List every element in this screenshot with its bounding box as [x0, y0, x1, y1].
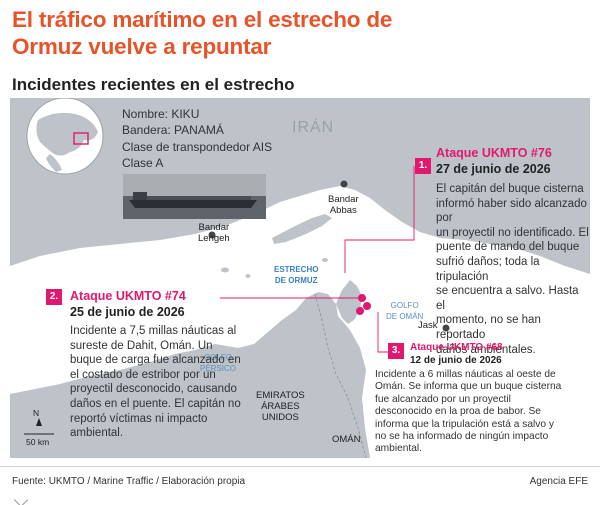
map: Nombre: KIKU Bandera: PANAMÁ Clase de tr…: [10, 98, 590, 458]
north-label: N: [33, 408, 40, 418]
globe-land: [36, 112, 98, 156]
label-gulf-of-oman: GOLFO DE OMÁN: [386, 301, 424, 321]
footer-tick-icon: [13, 492, 29, 505]
tanker-ship-icon: [123, 174, 266, 219]
island: [245, 274, 251, 278]
city-dot-jask: [442, 324, 450, 332]
globe-land: [46, 154, 62, 172]
footer-agency: Agencia EFE: [529, 476, 588, 487]
sea-area: [10, 186, 590, 458]
ship-name: Nombre: KIKU: [122, 107, 200, 121]
incident-3-title: Ataque UKMTO #68: [410, 342, 503, 353]
ship-ais-label: Clase de transpondedor AIS: [122, 139, 273, 154]
ship-flag: Bandera: PANAMÁ: [122, 123, 224, 138]
scale-distance-label: 50 km: [26, 437, 50, 447]
headline-line-2: Ormuz vuelve a repuntar: [12, 34, 272, 59]
map-base: [10, 98, 590, 458]
headline-line-1: El tráfico marítimo en el estrecho de: [12, 7, 393, 32]
incident-1-date: 27 de junio de 2026: [436, 162, 551, 176]
label-oman: OMÁN: [332, 434, 361, 445]
label-persian-gulf: GOLFO PÉRSICO: [200, 353, 237, 373]
incident-1-text: El capitán del buque cisterna informó ha…: [436, 183, 589, 356]
north-arrow: [36, 418, 42, 426]
incident-1-number: 1.: [415, 158, 431, 174]
ship-photo: [123, 174, 266, 219]
incident-1-title: Ataque UKMTO #76: [436, 146, 552, 160]
incident-marker-3: [356, 307, 364, 315]
musandam-peninsula: [336, 280, 362, 324]
incident-marker-2: [363, 302, 371, 310]
incident-3-text: Incidente a 6 millas náuticas al oeste d…: [375, 369, 562, 455]
label-iran: IRÁN: [292, 119, 335, 136]
incident-3-date: 12 de junio de 2026: [410, 355, 502, 366]
qeshm-island: [272, 214, 332, 244]
leader-line-1: [344, 166, 415, 273]
label-strait-of-hormuz: ESTRECHO DE ORMUZ: [274, 265, 319, 285]
island: [221, 267, 229, 273]
island: [322, 258, 328, 262]
label-jask: Jask: [418, 320, 438, 331]
footer-divider: [0, 466, 600, 467]
leader-line-3: [377, 312, 388, 353]
subhead: Incidentes recientes en el estrecho: [12, 75, 295, 94]
ship-ais-class: Clase A: [122, 156, 164, 171]
footer-source: Fuente: UKMTO / Marine Traffic / Elabora…: [12, 476, 246, 487]
label-uae: EMIRATOS ÁRABES UNIDOS: [256, 390, 305, 423]
incident-2-number: 2.: [46, 289, 62, 305]
border-oman-south: [347, 397, 367, 458]
incident-2-text: Incidente a 7,5 millas náuticas al sures…: [70, 325, 241, 440]
incident-2-title: Ataque UKMTO #74: [70, 289, 186, 303]
incident-3-number: 3.: [388, 343, 404, 359]
label-bandar-abbas: Bandar Abbas: [328, 194, 359, 216]
headline: El tráfico marítimo en el estrecho de Or…: [12, 6, 592, 60]
globe-locator: [73, 132, 89, 145]
incident-2-date: 25 de junio de 2026: [70, 305, 185, 319]
incident-marker-1: [358, 294, 366, 302]
label-bandar-lengeh: Bandar Lengeh: [198, 222, 230, 244]
city-dot-bandar-lengeh: [208, 231, 216, 239]
city-dot-bandar-abbas: [340, 180, 348, 188]
ship-info: Nombre: KIKU Bandera: PANAMÁ Clase de tr…: [122, 106, 272, 172]
border-uae-oman: [314, 293, 349, 399]
